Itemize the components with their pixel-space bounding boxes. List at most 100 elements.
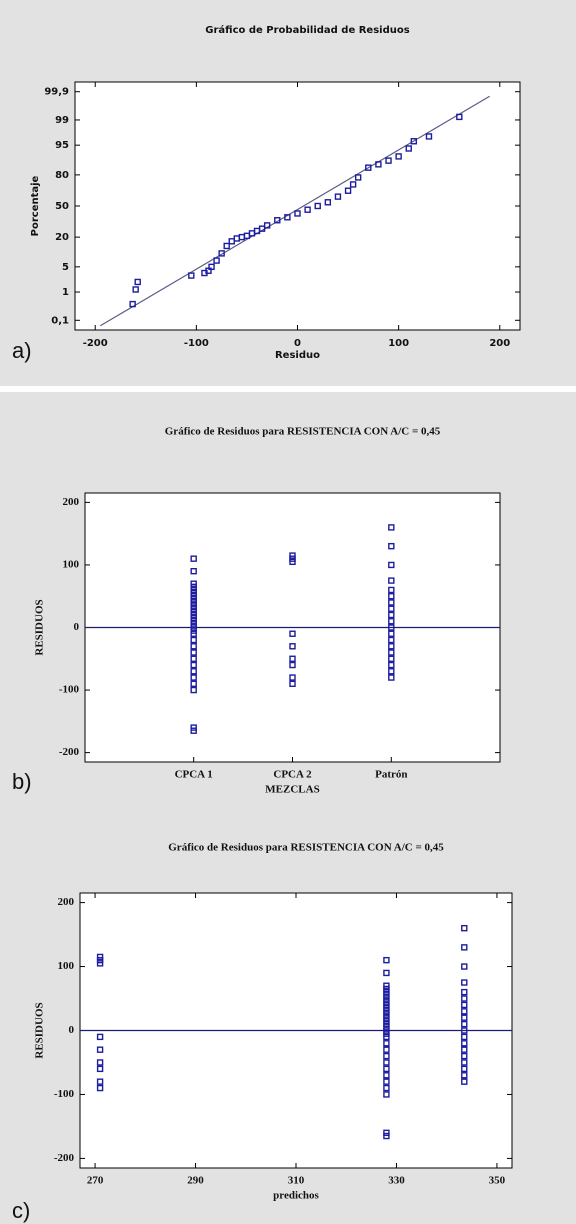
chart-title: Gráfico de Probabilidad de Residuos	[205, 24, 409, 36]
y-tick-label: -200	[54, 1152, 75, 1164]
y-tick-label: 20	[55, 232, 69, 243]
point	[289, 558, 296, 566]
point	[388, 605, 395, 612]
plot-area	[74, 81, 521, 331]
point	[461, 1014, 468, 1021]
point	[388, 643, 395, 650]
y-tick-label: 100	[63, 558, 80, 570]
point	[461, 944, 468, 951]
point	[188, 272, 195, 279]
x-tick-label: 290	[187, 1175, 204, 1187]
point	[461, 1046, 468, 1053]
x-tick-label: 270	[87, 1175, 104, 1187]
x-tick-label: CPCA 2	[273, 769, 312, 781]
x-axis-label: predichos	[273, 1190, 319, 1202]
y-tick-label: 100	[58, 960, 75, 972]
point	[190, 686, 197, 694]
point	[388, 524, 395, 531]
point	[388, 649, 395, 656]
point	[96, 1078, 104, 1085]
point	[388, 636, 395, 644]
point	[383, 1033, 390, 1041]
y-axis-label: Porcentaje	[30, 175, 41, 236]
panel-label: c)	[12, 1198, 30, 1223]
point	[388, 624, 395, 631]
point	[383, 1040, 390, 1047]
point	[96, 1065, 104, 1073]
point	[383, 1065, 390, 1073]
point	[388, 611, 395, 619]
point	[383, 1059, 390, 1066]
point	[461, 988, 468, 996]
x-tick-label: 200	[489, 338, 510, 349]
panel-label: a)	[12, 338, 32, 363]
point	[324, 199, 332, 206]
point	[274, 217, 281, 224]
point	[96, 1033, 104, 1041]
point	[354, 174, 362, 181]
point	[190, 630, 197, 637]
y-tick-label: 0	[74, 621, 80, 633]
point	[461, 1072, 468, 1079]
point	[410, 138, 418, 145]
point	[294, 210, 301, 217]
y-axis-label: RESIDUOS	[34, 1002, 46, 1058]
x-tick-label: 0	[294, 338, 301, 349]
point	[289, 661, 296, 669]
x-axis-label: Residuo	[275, 350, 320, 361]
point	[388, 668, 395, 675]
point	[263, 222, 271, 229]
chart: Gráfico de Residuos para RESISTENCIA CON…	[12, 842, 513, 1223]
point	[461, 1020, 468, 1028]
point	[190, 655, 197, 662]
point	[190, 668, 197, 675]
point	[388, 655, 395, 662]
point	[284, 214, 291, 221]
point	[190, 680, 197, 688]
x-tick-label: CPCA 1	[175, 769, 213, 781]
point	[461, 995, 468, 1002]
point	[461, 963, 468, 970]
x-tick-label: -100	[184, 338, 209, 349]
point	[388, 661, 395, 669]
y-tick-label: 0	[69, 1024, 75, 1036]
y-tick-label: 80	[55, 170, 69, 181]
point	[190, 661, 197, 669]
y-tick-label: 99	[55, 115, 69, 126]
point	[461, 1001, 468, 1009]
point	[383, 1084, 390, 1092]
point	[461, 1059, 468, 1066]
point	[375, 161, 382, 168]
x-tick-label: Patrón	[375, 769, 407, 781]
point	[213, 257, 220, 264]
point	[383, 1046, 390, 1053]
point	[289, 643, 296, 650]
x-tick-label: 350	[489, 1175, 506, 1187]
y-tick-label: -100	[59, 684, 80, 696]
point	[388, 561, 395, 569]
x-axis-label: MEZCLAS	[265, 784, 319, 796]
y-tick-label: -100	[54, 1088, 75, 1100]
point	[96, 1046, 104, 1053]
point	[190, 555, 197, 562]
point	[190, 727, 197, 734]
point	[388, 577, 395, 584]
y-tick-label: -200	[59, 746, 80, 758]
point	[132, 286, 139, 293]
x-tick-label: 100	[388, 338, 409, 349]
x-tick-label: 310	[288, 1175, 305, 1187]
point	[461, 1008, 468, 1015]
point	[258, 225, 266, 232]
chart: Gráfico de Residuos para RESISTENCIA CON…	[12, 426, 501, 796]
chart-title: Gráfico de Residuos para RESISTENCIA CON…	[168, 842, 444, 854]
point	[383, 969, 390, 977]
y-tick-label: 5	[62, 262, 69, 273]
point	[461, 1078, 468, 1085]
point	[385, 157, 392, 164]
y-tick-label: 95	[55, 140, 69, 151]
point	[289, 655, 296, 662]
point	[289, 680, 296, 688]
point	[461, 1065, 468, 1073]
point	[190, 674, 197, 681]
